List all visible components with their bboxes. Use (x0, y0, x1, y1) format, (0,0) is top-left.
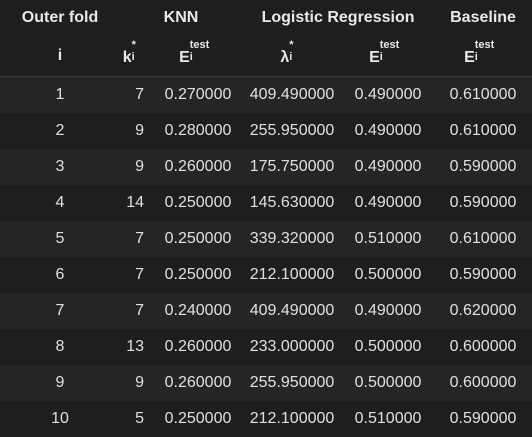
fold-cell: 9 (0, 365, 120, 401)
k-cell: 5 (120, 401, 154, 437)
table-row: 4 14 0.250000 145.630000 0.490000 0.5900… (0, 185, 532, 221)
knn-error-cell: 0.270000 (154, 76, 243, 113)
k-cell: 14 (120, 185, 154, 221)
lambda-cell: 409.490000 (242, 76, 343, 113)
e-subscript: i (189, 50, 193, 63)
e-subscript: i (379, 50, 383, 63)
baseline-error-cell: 0.600000 (434, 329, 532, 365)
logreg-error-cell: 0.510000 (342, 401, 435, 437)
group-header-row: Outer fold KNN Logistic Regression Basel… (0, 0, 532, 36)
baseline-error-cell: 0.610000 (434, 113, 532, 149)
logreg-error-cell: 0.500000 (342, 257, 435, 293)
outer-fold-group-header: Outer fold (0, 0, 120, 36)
lambda-star-superscript: * (289, 38, 294, 51)
table-row: 6 7 0.250000 212.100000 0.500000 0.59000… (0, 257, 532, 293)
logreg-error-cell: 0.490000 (342, 149, 435, 185)
table-row: 10 5 0.250000 212.100000 0.510000 0.5900… (0, 401, 532, 437)
k-cell: 9 (120, 365, 154, 401)
table-row: 7 7 0.240000 409.490000 0.490000 0.62000… (0, 293, 532, 329)
k-cell: 7 (120, 76, 154, 113)
test-superscript: test (474, 38, 495, 51)
fold-cell: 7 (0, 293, 120, 329)
knn-error-cell: 0.250000 (154, 185, 243, 221)
knn-group-header: KNN (120, 0, 243, 36)
fold-cell: 6 (0, 257, 120, 293)
baseline-error-cell: 0.600000 (434, 365, 532, 401)
k-subscript: i (131, 50, 135, 63)
lambda-subscript: i (289, 50, 293, 63)
table-row: 8 13 0.260000 233.000000 0.500000 0.6000… (0, 329, 532, 365)
e-symbol: E (179, 48, 190, 66)
baseline-error-cell: 0.590000 (434, 185, 532, 221)
k-cell: 7 (120, 293, 154, 329)
logreg-error-cell: 0.510000 (342, 221, 435, 257)
lambda-symbol: λ (280, 48, 290, 66)
fold-cell: 8 (0, 329, 120, 365)
table-row: 2 9 0.280000 255.950000 0.490000 0.61000… (0, 113, 532, 149)
knn-error-cell: 0.260000 (154, 149, 243, 185)
baseline-error-cell: 0.590000 (434, 257, 532, 293)
baseline-error-cell: 0.610000 (434, 76, 532, 113)
e-subscript: i (474, 50, 478, 63)
lambda-cell: 212.100000 (242, 257, 343, 293)
fold-cell: 2 (0, 113, 120, 149)
knn-error-cell: 0.250000 (154, 401, 243, 437)
e-symbol: E (464, 48, 475, 66)
fold-cell: 4 (0, 185, 120, 221)
logreg-error-cell: 0.490000 (342, 185, 435, 221)
table-row: 1 7 0.270000 409.490000 0.490000 0.61000… (0, 76, 532, 113)
logreg-error-cell: 0.490000 (342, 113, 435, 149)
table-row: 3 9 0.260000 175.750000 0.490000 0.59000… (0, 149, 532, 185)
k-cell: 9 (120, 149, 154, 185)
knn-error-cell: 0.250000 (154, 257, 243, 293)
lambda-star-header: λ * i (242, 36, 343, 77)
lambda-cell: 255.950000 (242, 365, 343, 401)
knn-error-cell: 0.240000 (154, 293, 243, 329)
logreg-error-cell: 0.500000 (342, 365, 435, 401)
baseline-group-header: Baseline (434, 0, 532, 36)
fold-cell: 10 (0, 401, 120, 437)
test-superscript: test (379, 38, 400, 51)
knn-error-cell: 0.260000 (154, 365, 243, 401)
knn-error-cell: 0.260000 (154, 329, 243, 365)
logreg-error-cell: 0.500000 (342, 329, 435, 365)
logistic-regression-group-header: Logistic Regression (242, 0, 435, 36)
table-row: 9 9 0.260000 255.950000 0.500000 0.60000… (0, 365, 532, 401)
lambda-cell: 409.490000 (242, 293, 343, 329)
test-superscript: test (189, 38, 210, 51)
lambda-cell: 175.750000 (242, 149, 343, 185)
lambda-cell: 339.320000 (242, 221, 343, 257)
baseline-error-cell: 0.610000 (434, 221, 532, 257)
e-symbol: E (369, 48, 380, 66)
baseline-error-cell: 0.590000 (434, 149, 532, 185)
k-star-header: k * i (120, 36, 154, 77)
logreg-error-cell: 0.490000 (342, 76, 435, 113)
logreg-error-cell: 0.490000 (342, 293, 435, 329)
fold-cell: 1 (0, 76, 120, 113)
lambda-cell: 145.630000 (242, 185, 343, 221)
k-star-superscript: * (131, 38, 136, 51)
k-cell: 7 (120, 257, 154, 293)
table-row: 5 7 0.250000 339.320000 0.510000 0.61000… (0, 221, 532, 257)
baseline-error-cell: 0.620000 (434, 293, 532, 329)
fold-cell: 5 (0, 221, 120, 257)
fold-cell: 3 (0, 149, 120, 185)
k-symbol: k (122, 48, 132, 66)
k-cell: 7 (120, 221, 154, 257)
lambda-cell: 255.950000 (242, 113, 343, 149)
knn-error-cell: 0.250000 (154, 221, 243, 257)
lambda-cell: 212.100000 (242, 401, 343, 437)
baseline-error-cell: 0.590000 (434, 401, 532, 437)
k-cell: 9 (120, 113, 154, 149)
knn-error-cell: 0.280000 (154, 113, 243, 149)
lambda-cell: 233.000000 (242, 329, 343, 365)
k-cell: 13 (120, 329, 154, 365)
fold-index-header: i (0, 36, 120, 77)
